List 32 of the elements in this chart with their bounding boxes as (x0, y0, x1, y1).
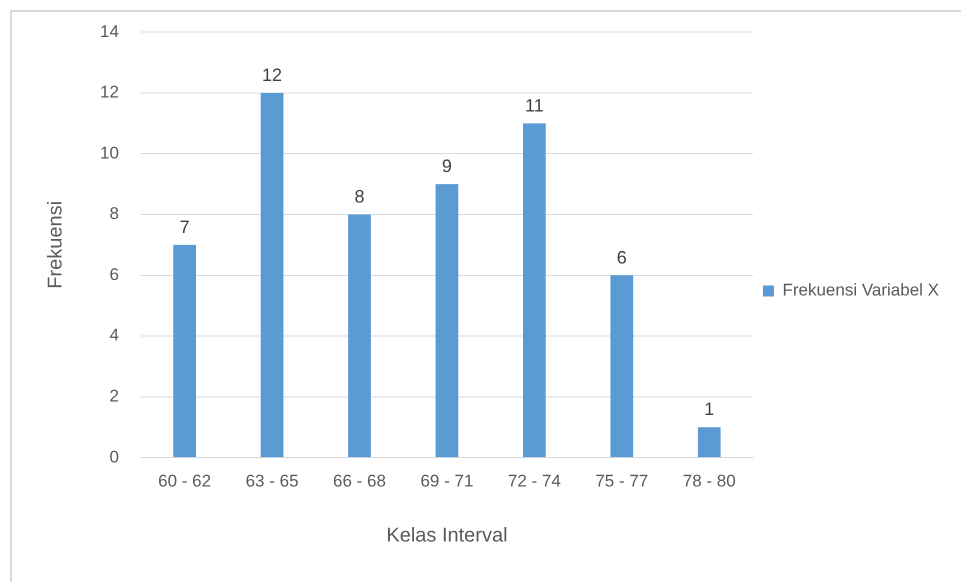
bar (698, 427, 721, 458)
legend-label: Frekuensi Variabel X (782, 280, 940, 300)
x-tick-label: 78 - 80 (682, 471, 736, 490)
data-label: 9 (442, 156, 452, 176)
bar (173, 244, 196, 458)
data-label: 12 (262, 64, 282, 85)
bar (436, 184, 458, 458)
y-axis-title: Frekuensi (44, 200, 67, 289)
data-label: 7 (180, 216, 190, 237)
bar (348, 214, 371, 458)
bar (610, 275, 634, 458)
bar (523, 123, 546, 458)
bar (260, 92, 284, 458)
y-tick-label: 8 (109, 204, 119, 224)
data-label: 8 (354, 186, 365, 206)
x-axis-title: Kelas Interval (386, 524, 508, 547)
y-tick-label: 10 (100, 143, 119, 162)
x-tick-label: 75 - 77 (595, 471, 648, 490)
data-label: 11 (525, 95, 544, 116)
y-tick-label: 4 (109, 326, 119, 345)
y-tick-label: 6 (109, 264, 119, 284)
x-tick-label: 72 - 74 (508, 471, 561, 490)
y-tick-label: 12 (100, 82, 119, 102)
data-label: 1 (704, 399, 714, 420)
data-label: 6 (616, 247, 627, 268)
x-tick-label: 60 - 62 (158, 471, 212, 490)
y-tick-label: 14 (100, 22, 119, 41)
y-tick-label: 2 (109, 386, 119, 406)
x-tick-label: 69 - 71 (420, 471, 474, 490)
y-tick-label: 0 (109, 447, 119, 466)
x-tick-label: 63 - 65 (246, 471, 299, 490)
x-tick-label: 66 - 68 (333, 471, 386, 490)
